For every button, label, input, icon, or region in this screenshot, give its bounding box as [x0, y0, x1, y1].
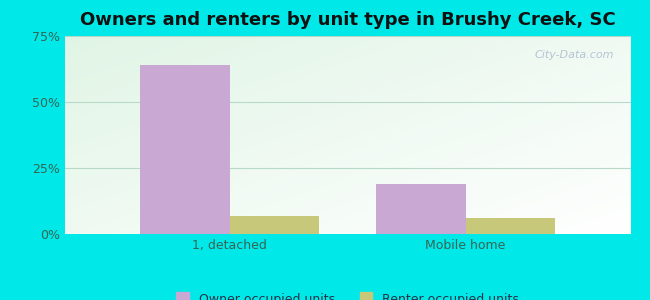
Text: City-Data.com: City-Data.com — [534, 50, 614, 60]
Legend: Owner occupied units, Renter occupied units: Owner occupied units, Renter occupied un… — [171, 287, 525, 300]
Bar — [465, 218, 555, 234]
Bar — [230, 215, 320, 234]
Bar — [140, 65, 230, 234]
Bar — [376, 184, 465, 234]
Title: Owners and renters by unit type in Brushy Creek, SC: Owners and renters by unit type in Brush… — [80, 11, 616, 29]
